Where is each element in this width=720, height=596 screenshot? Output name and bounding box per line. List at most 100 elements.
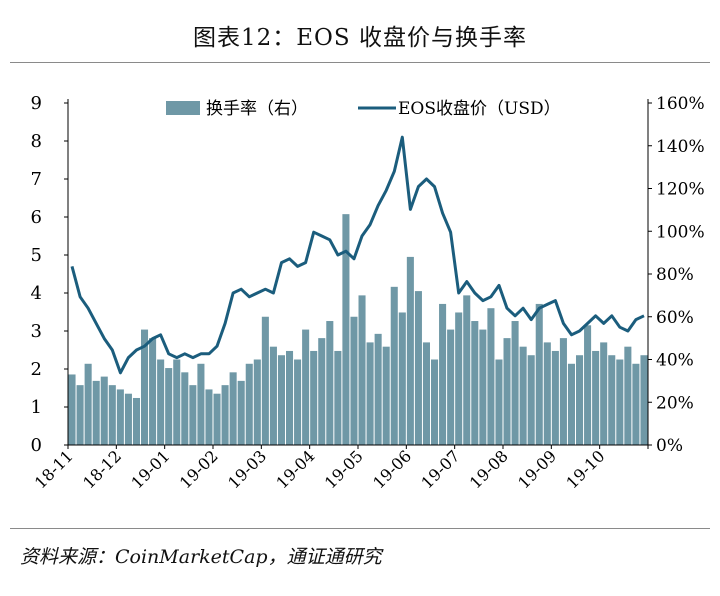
turnover-bar: [342, 214, 350, 445]
turnover-bar: [269, 346, 277, 445]
x-tick-label: 19-08: [466, 446, 512, 492]
turnover-bar: [318, 338, 326, 445]
turnover-bar: [124, 393, 132, 445]
turnover-bar: [205, 389, 213, 445]
turnover-bar: [624, 346, 632, 445]
turnover-bar: [132, 397, 140, 445]
right-tick-label: 60%: [656, 308, 694, 328]
turnover-bar: [157, 359, 165, 445]
source-note: 资料来源：CoinMarketCap，通证通研究: [20, 546, 382, 568]
turnover-bar: [447, 329, 455, 445]
right-tick-label: 20%: [656, 393, 694, 413]
turnover-bar: [414, 291, 422, 445]
legend-label-turnover: 换手率（右）: [206, 99, 308, 119]
turnover-bar: [189, 385, 197, 445]
turnover-bar: [245, 363, 253, 445]
x-tick-label: 19-06: [369, 446, 415, 492]
turnover-bar: [84, 363, 92, 445]
chart-title: 图表12：EOS 收盘价与换手率: [193, 25, 527, 51]
turnover-bar: [302, 329, 310, 445]
turnover-bar: [149, 338, 157, 445]
turnover-bar: [632, 363, 640, 445]
right-tick-label: 100%: [656, 222, 705, 242]
turnover-bar: [527, 355, 535, 445]
left-tick-label: 8: [31, 131, 42, 152]
turnover-bar: [584, 325, 592, 445]
price-line: [70, 135, 645, 375]
turnover-bar: [463, 295, 471, 445]
x-tick-label: 19-10: [562, 446, 608, 492]
turnover-bar: [422, 342, 430, 445]
x-tick-label: 19-09: [514, 446, 560, 492]
turnover-bar: [559, 338, 567, 445]
left-tick-label: 4: [31, 283, 42, 304]
turnover-bar: [431, 359, 439, 445]
right-tick-label: 160%: [656, 94, 705, 114]
turnover-bar: [213, 393, 221, 445]
turnover-bar: [390, 286, 398, 445]
source-divider: [10, 528, 710, 529]
turnover-bar: [567, 363, 575, 445]
turnover-bar: [221, 385, 229, 445]
turnover-bar: [165, 368, 173, 445]
turnover-bar: [479, 329, 487, 445]
right-tick-label: 40%: [656, 351, 694, 371]
x-tick-label: 19-03: [224, 446, 270, 492]
turnover-bars: [68, 214, 648, 445]
turnover-bar: [100, 376, 108, 445]
title-divider: [10, 62, 710, 63]
turnover-bar: [616, 359, 624, 445]
turnover-bar: [173, 359, 181, 445]
turnover-bar: [76, 385, 84, 445]
left-tick-label: 5: [31, 245, 42, 266]
turnover-bar: [608, 355, 616, 445]
turnover-bar: [181, 372, 189, 445]
turnover-bar: [253, 359, 261, 445]
x-tick-label: 18-12: [79, 446, 125, 492]
left-tick-label: 2: [31, 359, 42, 380]
turnover-bar: [511, 321, 519, 445]
legend: 换手率（右） EOS收盘价（USD）: [166, 99, 561, 119]
turnover-bar: [108, 385, 116, 445]
turnover-bar: [286, 350, 294, 445]
turnover-bar: [439, 303, 447, 445]
turnover-bar: [116, 389, 124, 445]
turnover-bar: [277, 355, 285, 445]
turnover-bar: [398, 312, 406, 445]
legend-label-price: EOS收盘价（USD）: [398, 99, 561, 119]
turnover-bar: [141, 329, 149, 445]
left-tick-label: 9: [31, 93, 42, 114]
turnover-bar: [551, 350, 559, 445]
turnover-bar: [358, 295, 366, 445]
turnover-bar: [495, 359, 503, 445]
right-tick-label: 140%: [656, 137, 705, 157]
turnover-bar: [237, 380, 245, 445]
turnover-bar: [543, 342, 551, 445]
right-tick-label: 0%: [656, 436, 683, 456]
right-tick-label: 80%: [656, 265, 694, 285]
turnover-bar: [487, 308, 495, 445]
turnover-bar: [592, 350, 600, 445]
x-tick-label: 19-05: [321, 446, 367, 492]
turnover-bar: [92, 380, 100, 445]
turnover-bar: [640, 355, 648, 445]
legend-swatch-turnover: [166, 101, 200, 115]
turnover-bar: [455, 312, 463, 445]
turnover-bar: [366, 342, 374, 445]
left-tick-label: 0: [31, 435, 42, 456]
x-tick-label: 19-02: [176, 446, 222, 492]
left-tick-label: 6: [31, 207, 42, 228]
x-tick-label: 19-01: [127, 446, 173, 492]
left-tick-label: 7: [31, 169, 42, 190]
turnover-bar: [197, 363, 205, 445]
turnover-bar: [294, 359, 302, 445]
turnover-bar: [310, 350, 318, 445]
x-tick-label: 19-04: [272, 446, 318, 492]
turnover-bar: [374, 333, 382, 445]
turnover-bar: [382, 346, 390, 445]
price-line-group: [70, 135, 645, 375]
right-tick-label: 120%: [656, 180, 705, 200]
x-tick-label: 19-07: [417, 446, 463, 492]
turnover-bar: [350, 316, 358, 445]
